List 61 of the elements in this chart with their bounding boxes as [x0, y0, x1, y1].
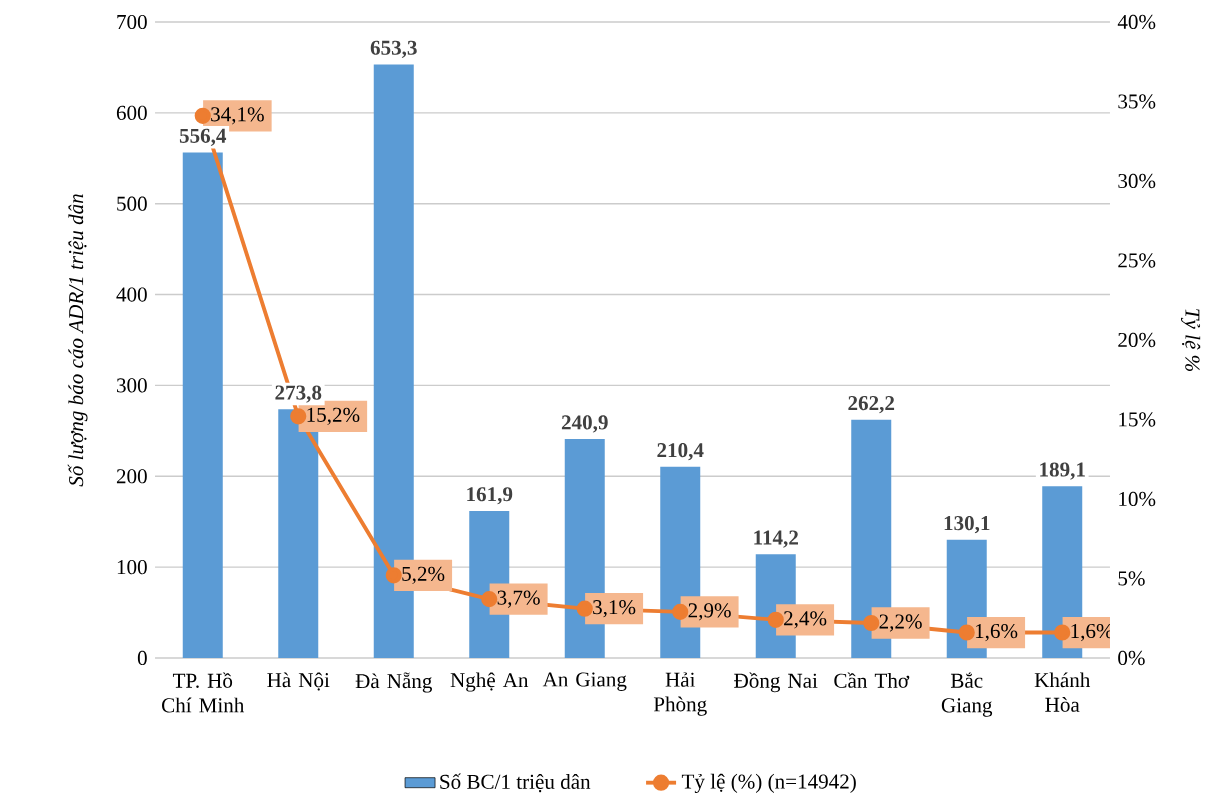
y2-tick-label: 35%	[1118, 94, 1156, 109]
data-label: 556,4	[179, 128, 227, 146]
point	[290, 408, 307, 425]
data-label: 2,9%	[688, 603, 731, 621]
x-tick-label: Hà Nội	[267, 672, 330, 691]
data-label: 130,1	[944, 516, 990, 534]
y2-tick-label: 15%	[1119, 412, 1156, 427]
y2-tick-label: 0%	[1118, 650, 1145, 666]
data-label: 240,9	[561, 415, 608, 433]
point	[767, 611, 784, 628]
x-tick-label: Cần Thơ	[834, 672, 910, 688]
bar	[182, 152, 223, 659]
y2-tick-label: 5%	[1118, 571, 1145, 586]
point	[385, 567, 402, 584]
data-label: 653,3	[370, 40, 417, 58]
data-label: 34,1%	[211, 107, 264, 125]
y-tick-label: 500	[117, 196, 147, 211]
legend-label: Tỷ lệ (%) (n=14942)	[681, 773, 856, 794]
y-tick-label: 100	[117, 560, 147, 575]
data-label: 1,6%	[975, 623, 1018, 642]
y2-tick-label: 40%	[1117, 14, 1156, 30]
y2-tick-label: 10%	[1119, 491, 1156, 507]
point	[481, 591, 498, 608]
y2-tick-label: 30%	[1118, 173, 1156, 189]
x-tick-label: Khánh Hòa	[1034, 672, 1091, 712]
y2-axis-title: Tỷ lệ %	[1180, 309, 1201, 372]
x-tick-label: An Giang	[542, 672, 627, 691]
point	[863, 614, 880, 632]
y-tick-label: 300	[117, 378, 147, 393]
point	[1054, 624, 1071, 641]
data-label: 273,8	[275, 385, 322, 403]
y2-tick-label: 20%	[1118, 332, 1156, 348]
data-label: 5,2%	[402, 566, 445, 584]
y-tick-label: 700	[117, 14, 147, 30]
x-tick-label: Nghệ An	[450, 672, 529, 692]
y-axis-title: Số lượng báo cáo ADR/1 triệu dân	[67, 194, 88, 487]
data-label: 161,9	[467, 487, 513, 505]
y-tick-label: 600	[116, 105, 147, 120]
x-tick-label: Hải Phòng	[653, 672, 707, 716]
point	[672, 603, 689, 620]
point	[958, 624, 975, 641]
y-tick-label: 400	[116, 287, 147, 302]
data-label: 2,4%	[784, 611, 827, 629]
data-label: 189,1	[1040, 462, 1085, 480]
y2-tick-label: 25%	[1118, 253, 1156, 268]
data-label: 15,2%	[307, 407, 360, 425]
data-label: 3,7%	[497, 590, 540, 608]
data-label: 114,2	[754, 530, 798, 548]
y-tick-label: 0	[137, 650, 147, 666]
y-tick-label: 200	[116, 469, 147, 484]
legend-label: Số BC/1 triệu dân	[440, 773, 591, 793]
data-label: 2,2%	[879, 614, 922, 632]
data-label: 3,1%	[593, 600, 636, 618]
x-tick-label: Đà Nẵng	[355, 672, 432, 693]
data-label: 210,4	[657, 443, 704, 461]
point	[194, 107, 211, 124]
x-tick-label: Bắc Giang	[941, 672, 993, 717]
x-tick-label: Đồng Nai	[734, 672, 818, 693]
x-tick-label: TP. Hồ Chí Minh	[162, 672, 245, 713]
data-label: 262,2	[848, 396, 895, 414]
point	[576, 600, 593, 617]
